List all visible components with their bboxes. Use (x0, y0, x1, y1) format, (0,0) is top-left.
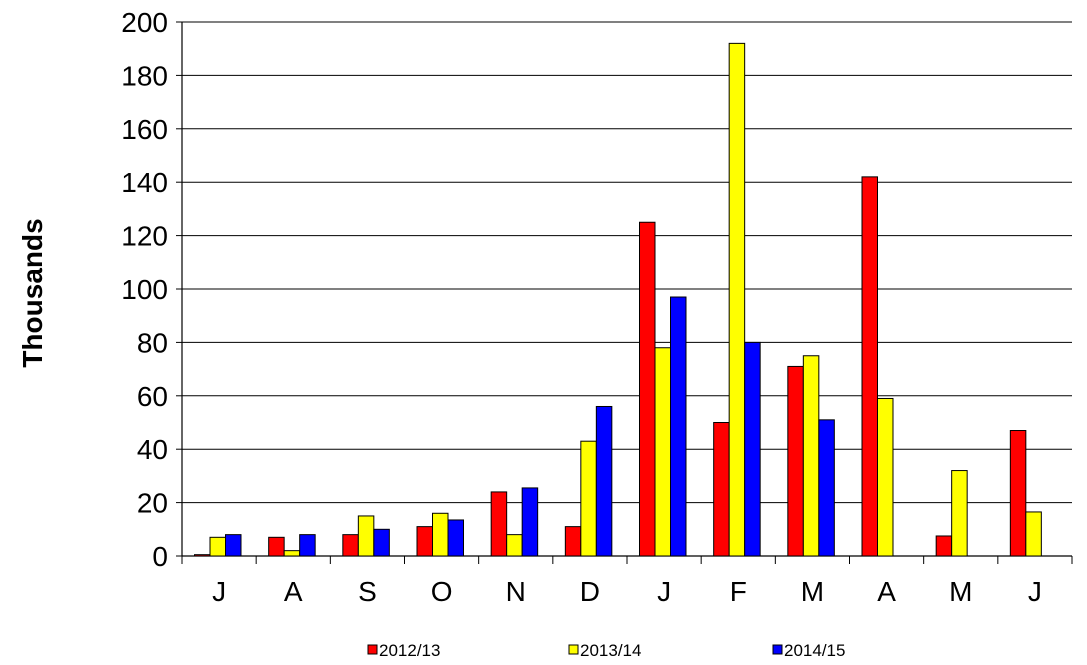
legend-label: 2013/14 (580, 641, 641, 660)
bar-2013-14-1 (283, 550, 301, 557)
bar-2014-15-7 (744, 341, 761, 557)
bar-2014-15-5 (595, 405, 613, 557)
bar-2012-13-3 (416, 526, 433, 557)
bar-2012-13-0 (194, 554, 211, 557)
x-tick-label: A (284, 576, 303, 607)
legend-swatch (367, 644, 378, 655)
y-tick-label: 100 (121, 274, 168, 305)
bar-2012-13-1 (268, 536, 285, 557)
bar-2013-14-2 (357, 515, 375, 557)
legend-item: 2012/13 (367, 641, 440, 660)
tick-labels: 0 20 40 60 80 100 120 140 160 180 200 J A S O N D J F M A M J (121, 7, 1042, 607)
bar-2013-14-0 (209, 536, 226, 557)
y-tick-label: 40 (137, 434, 168, 465)
bar-2013-14-7 (728, 42, 746, 557)
bar-2012-13-11 (1009, 430, 1027, 557)
bar-2014-15-6 (670, 296, 687, 557)
bar-2013-14-6 (654, 347, 671, 557)
legend-swatch (568, 644, 579, 655)
axes (176, 21, 1073, 564)
bar-2013-14-5 (580, 440, 597, 557)
x-tick-label: J (657, 576, 671, 607)
y-tick-label: 140 (121, 167, 168, 198)
y-tick-label: 0 (152, 541, 168, 572)
bar-2012-13-8 (787, 365, 804, 557)
gridlines (182, 21, 1072, 504)
bar-2014-15-1 (299, 534, 316, 557)
x-tick-label: O (431, 576, 453, 607)
bar-2014-15-8 (818, 419, 835, 557)
bar-2013-14-11 (1025, 511, 1042, 557)
y-axis-label: Thousands (17, 218, 48, 367)
bar-2013-14-4 (506, 534, 523, 557)
bar-2013-14-8 (802, 355, 820, 557)
bar-2012-13-2 (342, 534, 359, 557)
legend: 2012/13 2013/14 2014/15 (367, 641, 845, 660)
bar-2013-14-9 (877, 397, 894, 557)
y-tick-label: 120 (121, 221, 168, 252)
bar-2014-15-4 (521, 487, 539, 557)
bar-2014-15-3 (447, 519, 464, 557)
y-tick-label: 180 (121, 60, 168, 91)
y-tick-label: 80 (137, 327, 168, 358)
bar-2012-13-6 (639, 221, 656, 557)
x-tick-label: M (801, 576, 824, 607)
x-tick-label: F (730, 576, 747, 607)
bar-2013-14-10 (951, 470, 968, 557)
x-tick-label: S (358, 576, 377, 607)
y-tick-label: 60 (137, 381, 168, 412)
y-tick-label: 20 (137, 488, 168, 519)
y-tick-label: 160 (121, 114, 168, 145)
legend-item: 2014/15 (772, 641, 845, 660)
bar-2012-13-4 (490, 491, 508, 557)
x-tick-label: J (1028, 576, 1042, 607)
legend-label: 2012/13 (379, 641, 440, 660)
x-tick-label: N (506, 576, 526, 607)
legend-item: 2013/14 (568, 641, 641, 660)
bars (194, 42, 1042, 557)
bar-2012-13-7 (713, 422, 730, 557)
x-tick-label: M (949, 576, 972, 607)
x-tick-label: D (580, 576, 600, 607)
x-tick-label: J (212, 576, 226, 607)
legend-swatch (772, 644, 783, 655)
bar-2012-13-5 (564, 526, 582, 557)
bar-2014-15-0 (225, 534, 242, 557)
bar-2012-13-10 (935, 535, 953, 557)
bar-2013-14-3 (432, 512, 449, 557)
bar-2012-13-9 (861, 176, 878, 557)
x-tick-label: A (877, 576, 896, 607)
bar-2014-15-2 (373, 528, 390, 557)
y-tick-label: 200 (121, 7, 168, 38)
legend-label: 2014/15 (784, 641, 845, 660)
